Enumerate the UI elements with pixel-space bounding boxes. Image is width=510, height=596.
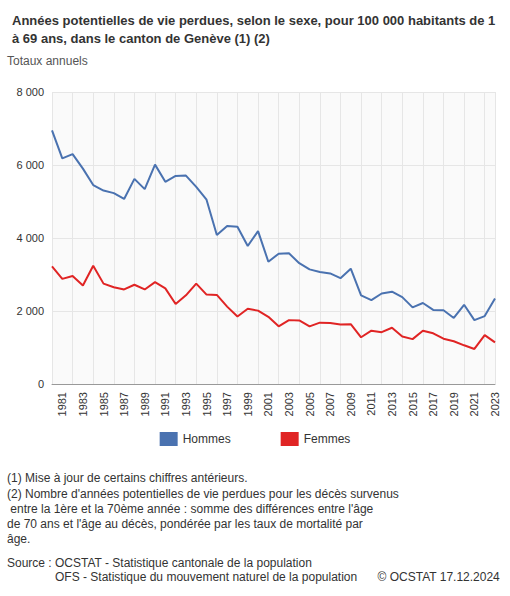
svg-text:Source : OCSTAT - Statistique: Source : OCSTAT - Statistique cantonale … (7, 556, 312, 570)
svg-text:1989: 1989 (139, 392, 151, 416)
svg-text:0: 0 (38, 378, 44, 390)
svg-text:Totaux annuels: Totaux annuels (7, 54, 88, 68)
svg-text:2011: 2011 (365, 392, 377, 416)
svg-text:2007: 2007 (324, 392, 336, 416)
svg-text:à 69 ans, dans le canton de Ge: à 69 ans, dans le canton de Genève (1) (… (12, 31, 270, 46)
svg-text:2003: 2003 (283, 392, 295, 416)
svg-text:de 70 ans et l'âge au décès, p: de 70 ans et l'âge au décès, pondérée pa… (7, 517, 366, 531)
svg-text:1991: 1991 (159, 392, 171, 416)
svg-text:4 000: 4 000 (16, 232, 44, 244)
svg-text:OFS - Statistique du mouvement: OFS - Statistique du mouvement naturel d… (55, 570, 357, 584)
svg-text:2005: 2005 (304, 392, 316, 416)
svg-text:1981: 1981 (56, 392, 68, 416)
svg-text:8 000: 8 000 (16, 86, 44, 98)
svg-text:1997: 1997 (221, 392, 233, 416)
svg-text:2013: 2013 (386, 392, 398, 416)
svg-text:Hommes: Hommes (183, 432, 231, 446)
svg-text:(2) Nombre d'années potentiell: (2) Nombre d'années potentielles de vie … (7, 487, 399, 501)
svg-text:1985: 1985 (98, 392, 110, 416)
svg-text:(1) Mise à jour de certains ch: (1) Mise à jour de certains chiffres ant… (7, 471, 248, 485)
svg-text:2015: 2015 (407, 392, 419, 416)
svg-text:1987: 1987 (118, 392, 130, 416)
svg-text:2001: 2001 (262, 392, 274, 416)
svg-text:2 000: 2 000 (16, 305, 44, 317)
svg-text:© OCSTAT 17.12.2024: © OCSTAT 17.12.2024 (378, 570, 501, 584)
svg-text:2023: 2023 (489, 392, 501, 416)
svg-text:1999: 1999 (242, 392, 254, 416)
svg-text:1983: 1983 (77, 392, 89, 416)
svg-text:âge.: âge. (7, 532, 30, 546)
svg-text:entre la 1ère et la 70ème anné: entre la 1ère et la 70ème année : somme … (7, 502, 377, 516)
svg-text:2021: 2021 (468, 392, 480, 416)
svg-text:Femmes: Femmes (304, 432, 351, 446)
svg-text:2017: 2017 (427, 392, 439, 416)
svg-text:1995: 1995 (201, 392, 213, 416)
svg-text:1993: 1993 (180, 392, 192, 416)
svg-text:2009: 2009 (345, 392, 357, 416)
svg-text:6 000: 6 000 (16, 159, 44, 171)
svg-text:2019: 2019 (448, 392, 460, 416)
svg-text:Années potentielles de vie per: Années potentielles de vie perdues, selo… (12, 13, 499, 28)
